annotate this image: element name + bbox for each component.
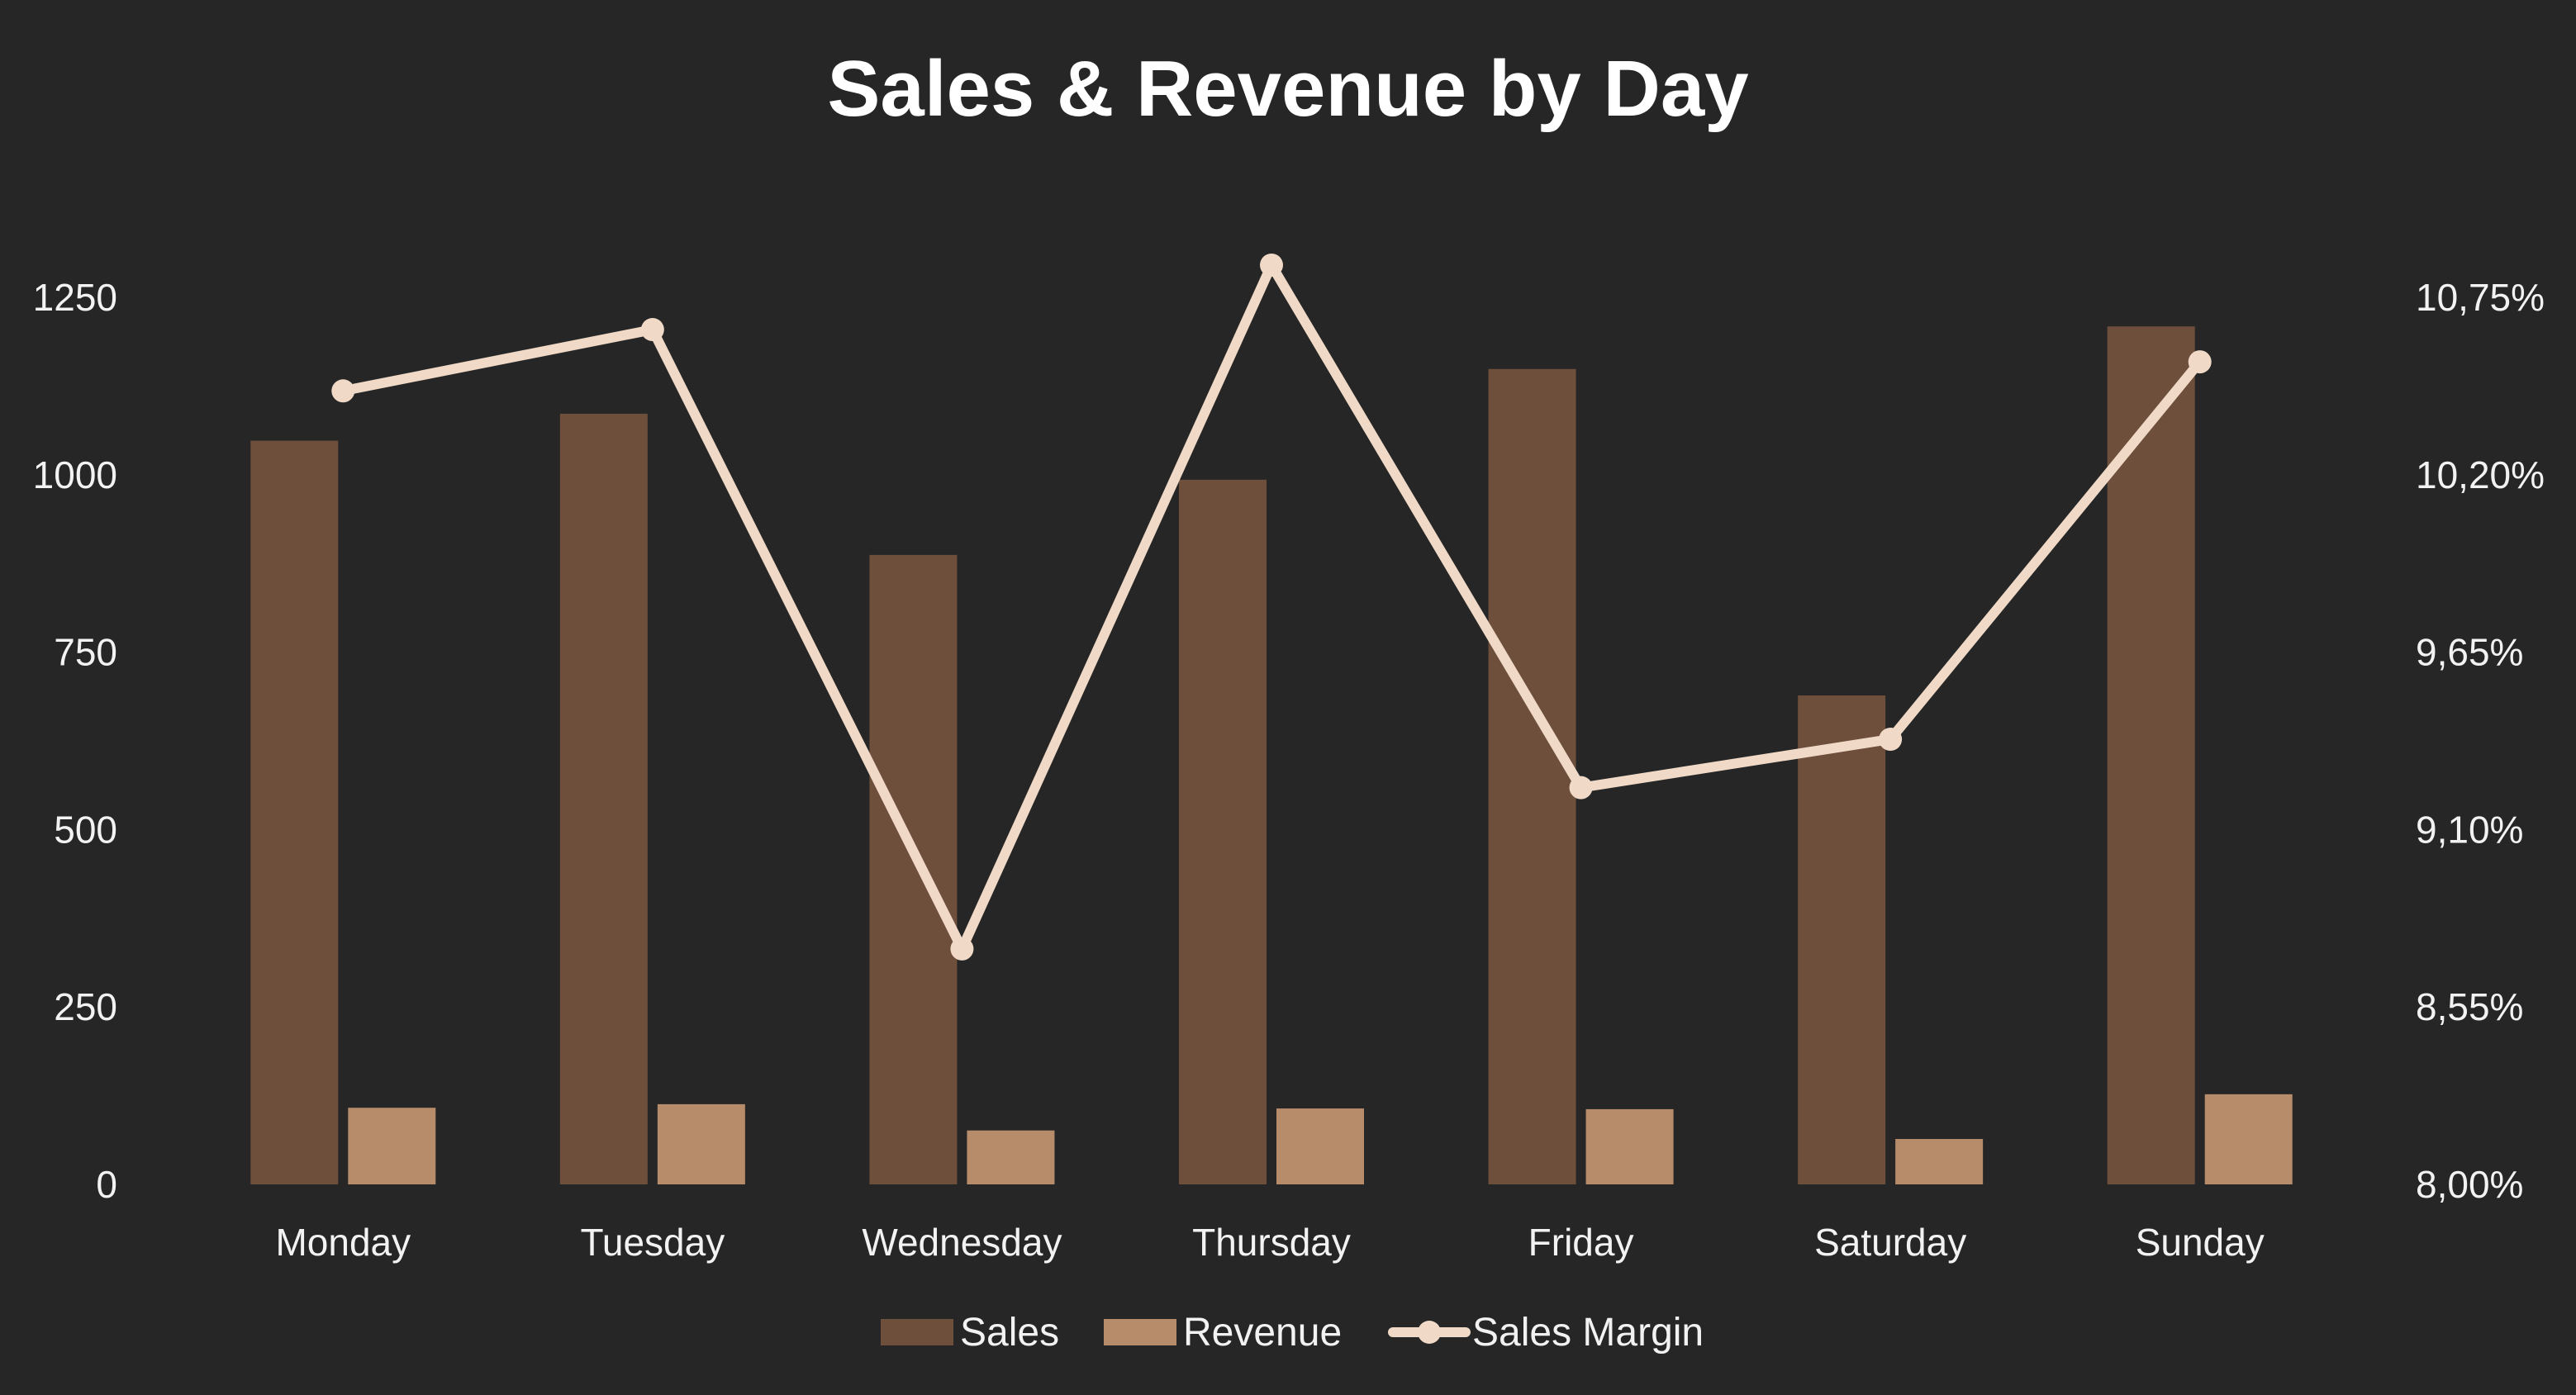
x-axis-category-label: Friday xyxy=(1528,1221,1634,1264)
sales-bar xyxy=(559,413,648,1184)
revenue-bar xyxy=(348,1108,436,1184)
revenue-bar xyxy=(1276,1108,1364,1184)
right-axis-tick-label: 10,20% xyxy=(2416,453,2545,496)
right-axis-tick-label: 9,10% xyxy=(2416,808,2523,851)
sales-bar xyxy=(1488,368,1576,1185)
x-axis-category-label: Thursday xyxy=(1192,1221,1351,1264)
sales-margin-point xyxy=(1879,728,1903,752)
x-axis: Monday Tuesday Wednesday Thursday Friday Satu… xyxy=(275,1221,2264,1264)
x-axis-category-label: Saturday xyxy=(1814,1221,1966,1264)
sales-bar xyxy=(2107,326,2195,1185)
sales-legend-swatch xyxy=(881,1319,953,1345)
revenue-legend-swatch xyxy=(1104,1319,1176,1345)
line-series-group xyxy=(331,253,2212,961)
sales-margin-point xyxy=(1260,253,1283,277)
revenue-bar xyxy=(1585,1108,1674,1184)
left-axis-tick-label: 1000 xyxy=(33,453,117,496)
sales-bar xyxy=(1798,695,1886,1184)
left-axis-tick-label: 750 xyxy=(54,631,117,674)
revenue-bar xyxy=(2204,1094,2293,1184)
right-axis-tick-label: 10,75% xyxy=(2416,276,2545,319)
left-y-axis: 0 250 500 750 1000 1250 xyxy=(33,276,117,1206)
sales-bar xyxy=(1179,479,1267,1184)
legend-label: Revenue xyxy=(1183,1311,1342,1355)
left-axis-tick-label: 0 xyxy=(96,1163,117,1206)
right-axis-tick-label: 8,00% xyxy=(2416,1163,2523,1206)
sales-margin-point xyxy=(640,318,664,342)
sales-margin-point xyxy=(2188,350,2212,374)
sales-margin-legend-marker xyxy=(1418,1321,1441,1344)
legend-label: Sales Margin xyxy=(1472,1311,1704,1355)
x-axis-category-label: Sunday xyxy=(2136,1221,2265,1264)
sales-bar xyxy=(869,554,958,1184)
revenue-bar xyxy=(967,1130,1055,1184)
right-axis-tick-label: 8,55% xyxy=(2416,985,2523,1028)
sales-margin-point xyxy=(950,937,974,961)
left-axis-tick-label: 250 xyxy=(54,985,117,1028)
legend-label: Sales xyxy=(960,1311,1059,1355)
legend: Sales Revenue Sales Margin xyxy=(881,1311,1704,1355)
left-axis-tick-label: 1250 xyxy=(33,276,117,319)
revenue-bar xyxy=(657,1103,745,1184)
right-y-axis: 8,00% 8,55% 9,10% 9,65% 10,20% 10,75% xyxy=(2416,276,2545,1206)
sales-margin-point xyxy=(331,379,355,403)
x-axis-category-label: Wednesday xyxy=(862,1221,1062,1264)
x-axis-category-label: Monday xyxy=(275,1221,411,1264)
sales-margin-point xyxy=(1569,776,1593,800)
revenue-bar xyxy=(1895,1139,1984,1184)
x-axis-category-label: Tuesday xyxy=(580,1221,725,1264)
chart-title: Sales & Revenue by Day xyxy=(827,45,1748,133)
bar-series-group xyxy=(250,326,2293,1185)
right-axis-tick-label: 9,65% xyxy=(2416,631,2523,674)
left-axis-tick-label: 500 xyxy=(54,808,117,851)
sales-bar xyxy=(250,440,339,1184)
